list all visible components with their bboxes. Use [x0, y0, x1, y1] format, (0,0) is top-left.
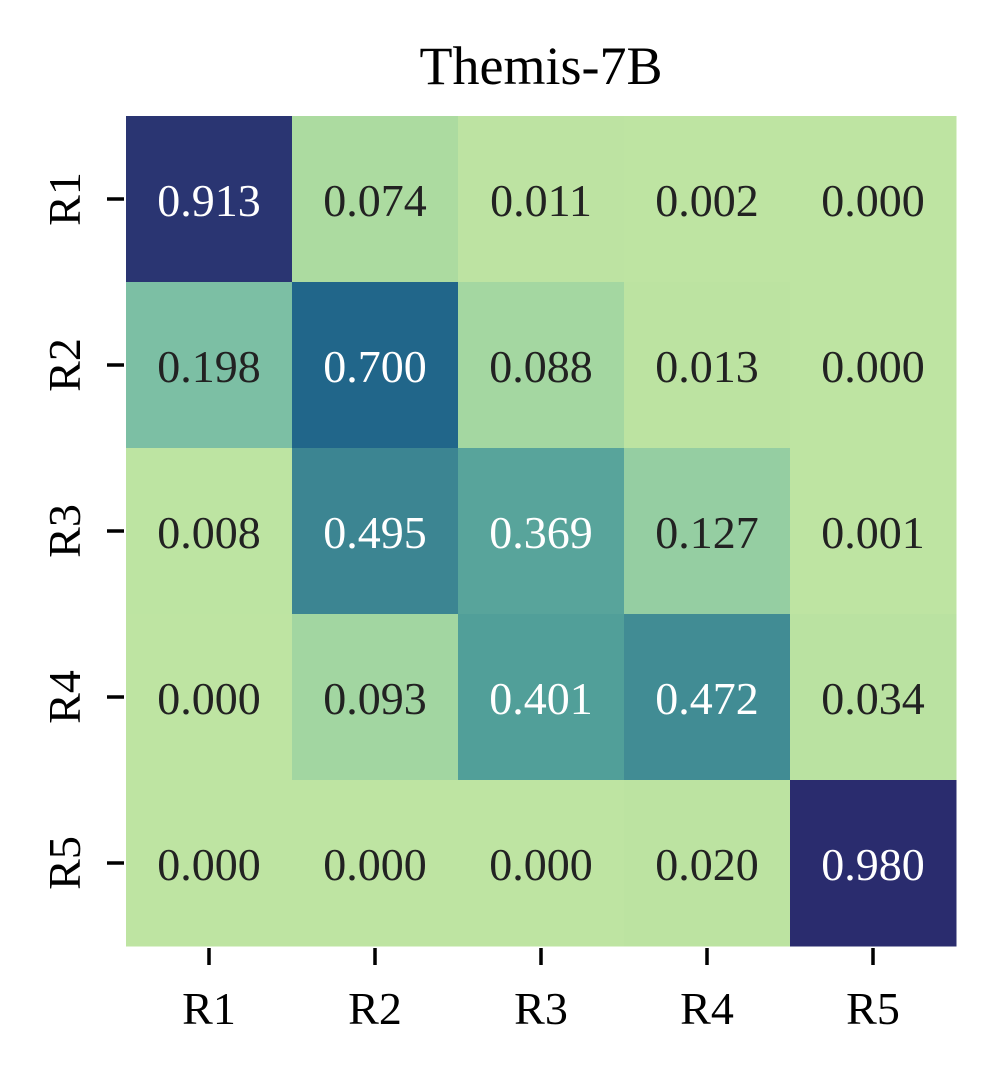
heatmap-cell: [624, 614, 791, 781]
y-tick-label: R1: [39, 172, 90, 226]
heatmap-cell: [126, 614, 293, 781]
heatmap-cell: [458, 780, 625, 947]
cell-value-label: 0.088: [489, 341, 593, 392]
cell-value-label: 0.127: [655, 507, 759, 558]
y-tick-label: R4: [39, 670, 90, 724]
heatmap-cell: [292, 614, 459, 781]
x-tick-label: R5: [846, 983, 900, 1034]
x-tick-label: R3: [514, 983, 568, 1034]
cell-value-label: 0.369: [489, 507, 593, 558]
cell-value-label: 0.093: [323, 673, 427, 724]
x-axis: R1 R2 R3 R4 R5: [182, 948, 900, 1034]
heatmap-cell: [790, 282, 957, 449]
heatmap-cell: [458, 282, 625, 449]
cell-value-label: 0.000: [489, 839, 593, 890]
heatmap-cell: [624, 116, 791, 283]
cell-value-label: 0.000: [821, 175, 925, 226]
heatmap-cell: [458, 116, 625, 283]
heatmap-cell: [126, 780, 293, 947]
cell-value-label: 0.000: [157, 673, 261, 724]
heatmap-cell: [292, 116, 459, 283]
cell-value-label: 0.000: [157, 839, 261, 890]
cell-value-label: 0.913: [157, 175, 261, 226]
heatmap-cell: [790, 780, 957, 947]
cell-value-labels: 0.913 0.074 0.011 0.002 0.000 0.198 0.700 0.088…: [157, 175, 925, 890]
heatmap-cell: [458, 448, 625, 615]
x-tick-label: R1: [182, 983, 236, 1034]
cell-value-label: 0.000: [821, 341, 925, 392]
cell-value-label: 0.002: [655, 175, 759, 226]
heatmap-cell: [790, 614, 957, 781]
heatmap-cell: [458, 614, 625, 781]
cell-value-label: 0.401: [489, 673, 593, 724]
x-tick-label: R2: [348, 983, 402, 1034]
heatmap-cell: [624, 780, 791, 947]
heatmap-cell: [292, 780, 459, 947]
heatmap-cell: [790, 448, 957, 615]
y-tick-label: R5: [39, 836, 90, 890]
heatmap-cell: [126, 448, 293, 615]
heatmap-cell: [126, 282, 293, 449]
cell-value-label: 0.074: [323, 175, 427, 226]
heatmap-cell: [292, 282, 459, 449]
cell-value-label: 0.000: [323, 839, 427, 890]
cell-value-label: 0.495: [323, 507, 427, 558]
x-tick-label: R4: [680, 983, 734, 1034]
heatmap-cell: [624, 448, 791, 615]
cell-value-label: 0.472: [655, 673, 759, 724]
cell-value-label: 0.001: [821, 507, 925, 558]
heatmap-cell: [292, 448, 459, 615]
cell-value-label: 0.008: [157, 507, 261, 558]
y-tick-label: R2: [39, 338, 90, 392]
heatmap-cell: [624, 282, 791, 449]
heatmap-cell: [790, 116, 957, 283]
y-tick-label: R3: [39, 504, 90, 558]
cell-value-label: 0.020: [655, 839, 759, 890]
cell-value-label: 0.011: [490, 175, 592, 226]
heatmap-cells: [126, 116, 957, 947]
cell-value-label: 0.034: [821, 673, 925, 724]
cell-value-label: 0.013: [655, 341, 759, 392]
chart-title: Themis-7B: [420, 36, 663, 96]
heatmap-cell: [126, 116, 293, 283]
cell-value-label: 0.700: [323, 341, 427, 392]
cell-value-label: 0.198: [157, 341, 261, 392]
y-axis: R1 R2 R3 R4 R5: [39, 172, 124, 890]
cell-value-label: 0.980: [821, 839, 925, 890]
